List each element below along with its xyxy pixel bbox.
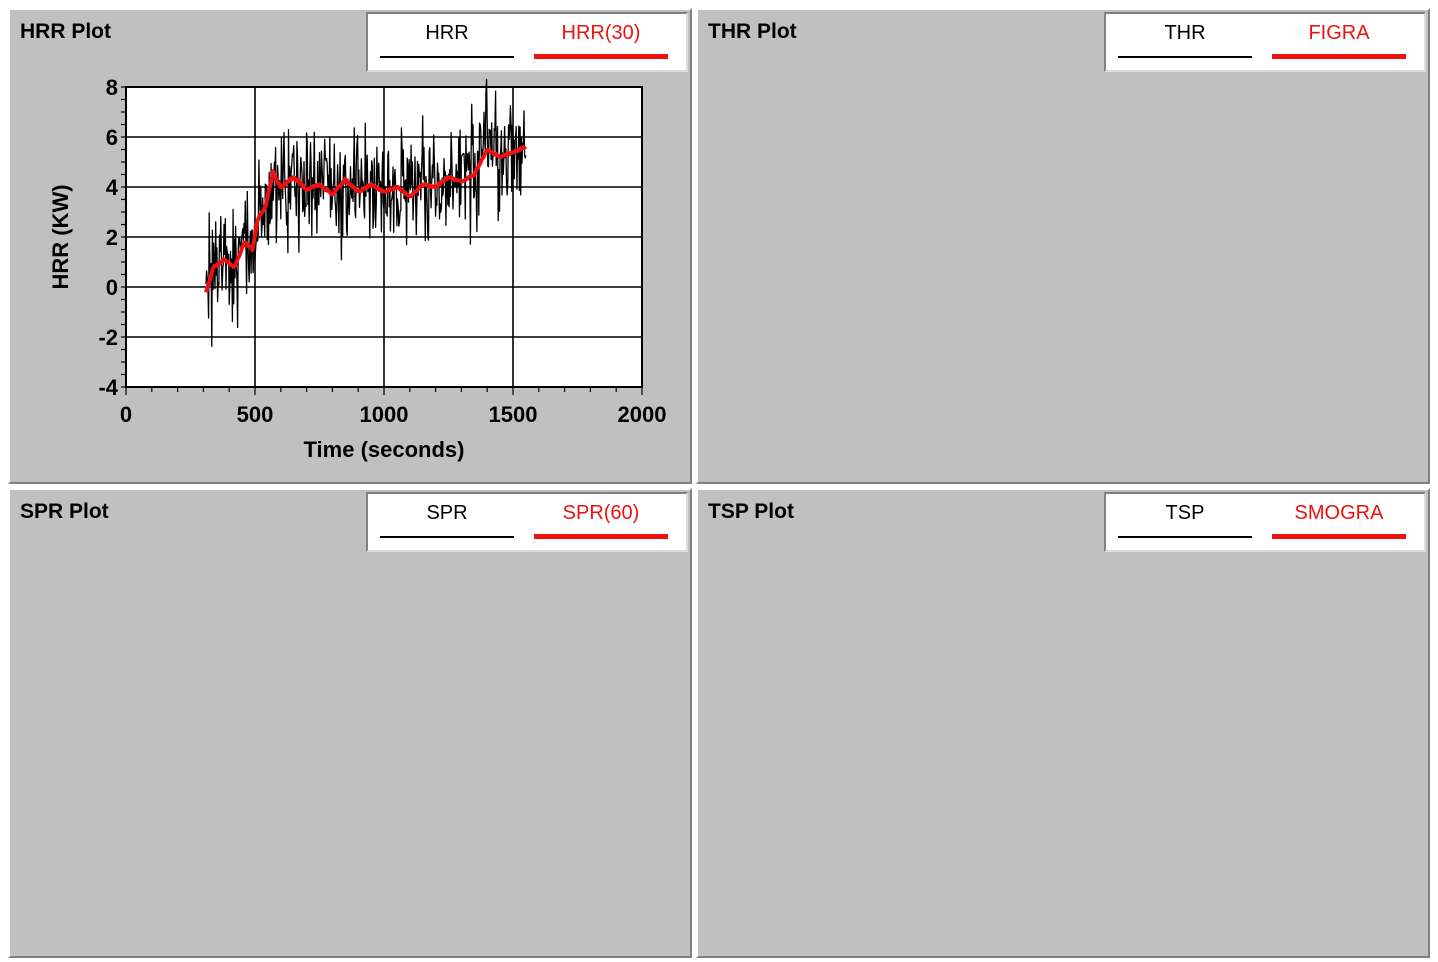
hrr-legend: HRR HRR(30): [366, 12, 688, 72]
hrr-xtick-label-3: 1500: [489, 402, 538, 427]
tsp-chart: 0500100015002000020406080024681012Time (…: [698, 490, 1430, 958]
thr-chart: 050010001500200001234505101520Time (seco…: [698, 10, 1430, 484]
hrr-ytick-label-5: 6: [106, 125, 118, 150]
legend-item-smogra: SMOGRA: [1266, 500, 1412, 546]
hrr-xtick-label-1: 500: [237, 402, 274, 427]
hrr-ytick-label-6: 8: [106, 75, 118, 100]
legend-item-thr: THR: [1112, 20, 1258, 66]
legend-label-hrr: HRR: [425, 22, 469, 44]
legend-swatch-hrr: [380, 56, 514, 58]
legend-item-hrr30: HRR(30): [528, 20, 674, 66]
legend-label-spr: SPR: [426, 502, 468, 524]
legend-swatch-figra: [1272, 54, 1406, 59]
tsp-panel-title: TSP Plot: [708, 500, 794, 523]
spr-panel: 05001000150020000.000.050.100.15Time (se…: [8, 488, 692, 958]
legend-swatch-smogra: [1272, 534, 1406, 539]
hrr-ytick-label-2: 0: [106, 275, 118, 300]
thr-legend: THR FIGRA: [1104, 12, 1426, 72]
legend-item-spr60: SPR(60): [528, 500, 674, 546]
legend-swatch-hrr30: [534, 54, 668, 59]
legend-label-spr60: SPR(60): [562, 502, 640, 524]
hrr-series-hrr: [205, 78, 527, 347]
legend-label-smogra: SMOGRA: [1294, 502, 1384, 524]
hrr-frame: [125, 86, 643, 388]
tsp-panel: 0500100015002000020406080024681012Time (…: [696, 488, 1430, 958]
legend-item-spr: SPR: [374, 500, 520, 546]
legend-swatch-spr60: [534, 534, 668, 539]
thr-panel-title: THR Plot: [708, 20, 797, 43]
hrr-ytick-label-1: -2: [98, 325, 118, 350]
hrr-ytick-label-0: -4: [98, 375, 118, 400]
legend-label-figra: FIGRA: [1308, 22, 1370, 44]
hrr-ytick-label-4: 4: [106, 175, 119, 200]
hrr-xtick-label-0: 0: [120, 402, 132, 427]
hrr-xtick-label-4: 2000: [618, 402, 667, 427]
legend-label-hrr30: HRR(30): [561, 22, 641, 44]
spr-panel-title: SPR Plot: [20, 500, 109, 523]
hrr-series-hrr30: [204, 145, 528, 293]
hrr-xlabel: Time (seconds): [304, 437, 465, 462]
legend-swatch-spr: [380, 536, 514, 538]
legend-label-thr: THR: [1164, 22, 1206, 44]
legend-item-figra: FIGRA: [1266, 20, 1412, 66]
hrr-panel-title: HRR Plot: [20, 20, 111, 43]
legend-swatch-tsp: [1118, 536, 1252, 538]
thr-panel: 050010001500200001234505101520Time (seco…: [696, 8, 1430, 484]
legend-label-tsp: TSP: [1165, 502, 1205, 524]
legend-item-hrr: HRR: [374, 20, 520, 66]
hrr-xtick-label-2: 1000: [360, 402, 409, 427]
hrr-ytick-label-3: 2: [106, 225, 118, 250]
hrr-chart: 0 500 1000 1500 2000 -4 -2 0 2 4 6 8 Time (seconds) H…: [48, 75, 667, 462]
spr-chart: 05001000150020000.000.050.100.15Time (se…: [10, 490, 692, 958]
hrr-ylabel: HRR (KW): [48, 184, 73, 289]
legend-item-tsp: TSP: [1112, 500, 1258, 546]
legend-swatch-thr: [1118, 56, 1252, 58]
spr-legend: SPR SPR(60): [366, 492, 688, 552]
tsp-legend: TSP SMOGRA: [1104, 492, 1426, 552]
hrr-panel: 0 500 1000 1500 2000 -4 -2 0 2 4 6 8 Time (seconds) H…: [8, 8, 692, 484]
